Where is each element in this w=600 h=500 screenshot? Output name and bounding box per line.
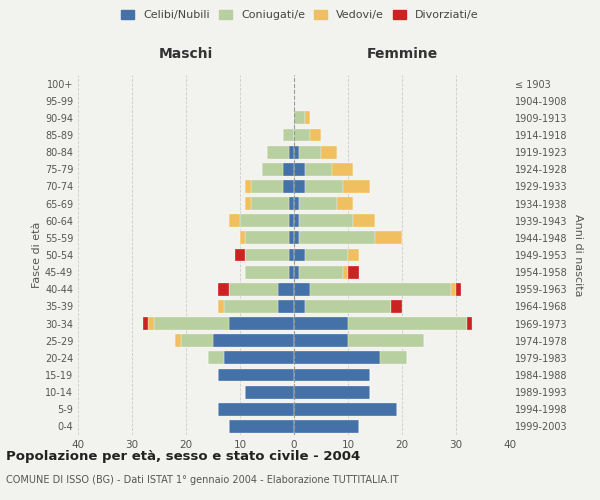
Bar	[294, 300, 305, 313]
Bar	[353, 214, 375, 227]
Bar	[294, 368, 370, 382]
Bar	[305, 248, 348, 262]
Bar	[267, 146, 289, 158]
Bar	[294, 334, 348, 347]
Bar	[251, 197, 289, 210]
Bar	[294, 232, 299, 244]
Bar	[278, 300, 294, 313]
Bar	[245, 248, 289, 262]
Bar	[348, 317, 467, 330]
Bar	[343, 180, 370, 193]
Bar	[456, 283, 461, 296]
Bar	[224, 300, 278, 313]
Bar	[218, 300, 224, 313]
Legend: Celibi/Nubili, Coniugati/e, Vedovi/e, Divorziati/e: Celibi/Nubili, Coniugati/e, Vedovi/e, Di…	[117, 6, 483, 25]
Bar	[283, 128, 294, 141]
Bar	[348, 248, 359, 262]
Bar	[294, 146, 299, 158]
Bar	[289, 232, 294, 244]
Bar	[294, 266, 299, 278]
Bar	[332, 163, 353, 175]
Bar	[229, 317, 294, 330]
Bar	[240, 214, 289, 227]
Bar	[143, 317, 148, 330]
Bar	[294, 352, 380, 364]
Bar	[245, 386, 294, 398]
Bar	[278, 283, 294, 296]
Bar	[294, 283, 310, 296]
Y-axis label: Fasce di età: Fasce di età	[32, 222, 42, 288]
Bar	[294, 128, 310, 141]
Bar	[289, 266, 294, 278]
Bar	[175, 334, 181, 347]
Bar	[294, 386, 370, 398]
Text: Femmine: Femmine	[367, 46, 437, 60]
Text: Maschi: Maschi	[159, 46, 213, 60]
Bar	[299, 214, 353, 227]
Bar	[337, 197, 353, 210]
Bar	[262, 163, 283, 175]
Bar	[321, 146, 337, 158]
Text: COMUNE DI ISSO (BG) - Dati ISTAT 1° gennaio 2004 - Elaborazione TUTTITALIA.IT: COMUNE DI ISSO (BG) - Dati ISTAT 1° genn…	[6, 475, 398, 485]
Y-axis label: Anni di nascita: Anni di nascita	[573, 214, 583, 296]
Bar	[294, 112, 305, 124]
Bar	[294, 180, 305, 193]
Bar	[245, 266, 289, 278]
Bar	[218, 283, 229, 296]
Bar	[305, 163, 332, 175]
Bar	[348, 334, 424, 347]
Bar	[348, 266, 359, 278]
Bar	[213, 334, 294, 347]
Bar	[294, 214, 299, 227]
Bar	[305, 112, 310, 124]
Bar	[181, 334, 213, 347]
Bar	[283, 163, 294, 175]
Bar	[245, 180, 251, 193]
Bar	[299, 197, 337, 210]
Bar	[294, 248, 305, 262]
Bar	[294, 197, 299, 210]
Bar	[251, 180, 283, 193]
Bar	[310, 128, 321, 141]
Bar	[218, 403, 294, 415]
Bar	[380, 352, 407, 364]
Bar	[224, 352, 294, 364]
Bar	[299, 266, 343, 278]
Bar	[391, 300, 402, 313]
Bar	[240, 232, 245, 244]
Bar	[229, 420, 294, 433]
Bar	[305, 180, 343, 193]
Bar	[305, 300, 391, 313]
Bar	[294, 420, 359, 433]
Bar	[294, 403, 397, 415]
Bar	[451, 283, 456, 296]
Bar	[208, 352, 224, 364]
Bar	[299, 232, 375, 244]
Bar	[310, 283, 451, 296]
Bar	[299, 146, 321, 158]
Bar	[294, 317, 348, 330]
Bar	[235, 248, 245, 262]
Bar	[229, 283, 278, 296]
Bar	[218, 368, 294, 382]
Bar	[289, 197, 294, 210]
Text: Popolazione per età, sesso e stato civile - 2004: Popolazione per età, sesso e stato civil…	[6, 450, 360, 463]
Bar	[467, 317, 472, 330]
Bar	[294, 163, 305, 175]
Bar	[229, 214, 240, 227]
Bar	[154, 317, 229, 330]
Bar	[289, 248, 294, 262]
Bar	[245, 232, 289, 244]
Bar	[289, 146, 294, 158]
Bar	[148, 317, 154, 330]
Bar	[245, 197, 251, 210]
Bar	[343, 266, 348, 278]
Bar	[375, 232, 402, 244]
Bar	[283, 180, 294, 193]
Bar	[289, 214, 294, 227]
